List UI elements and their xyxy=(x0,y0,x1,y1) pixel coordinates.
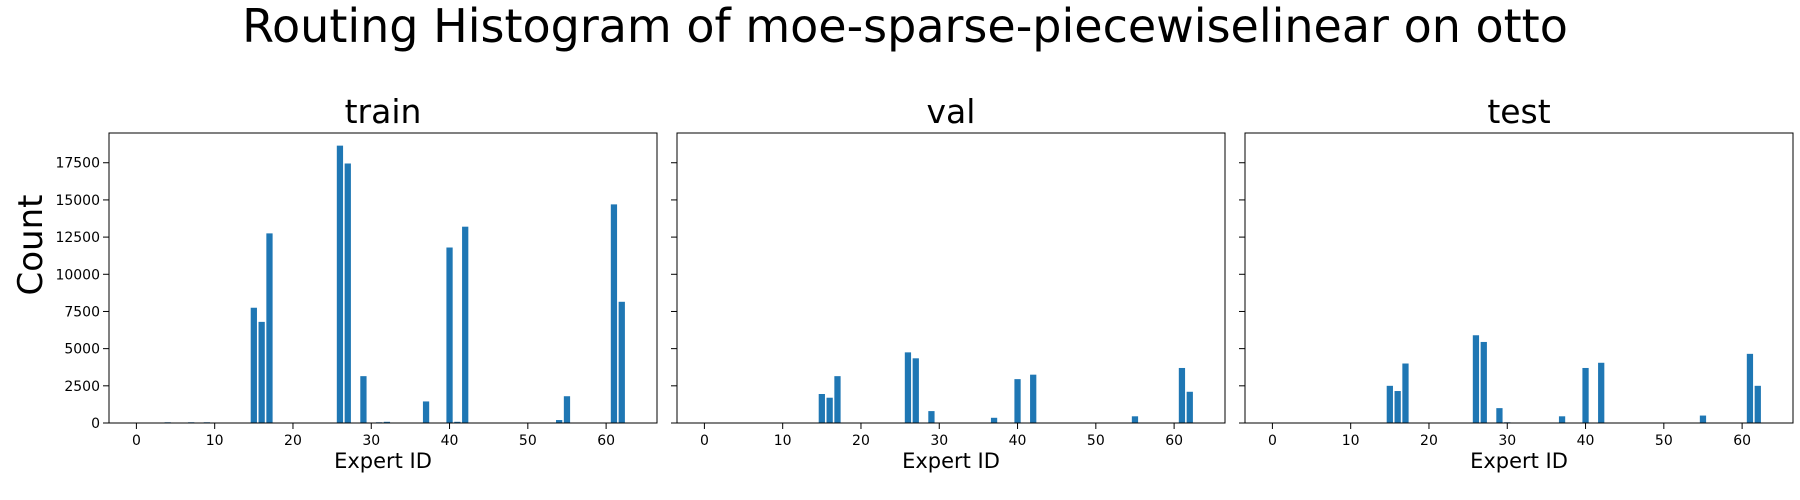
train-bar-expert-29 xyxy=(360,376,367,423)
train-x-tick-label: 50 xyxy=(519,433,537,449)
train-y-tick-label: 5000 xyxy=(64,342,100,358)
val-bar-expert-37 xyxy=(990,417,998,423)
train-bar-expert-54 xyxy=(556,420,563,423)
val-bar-expert-26 xyxy=(904,352,912,423)
train-x-axis-label: Expert ID xyxy=(334,449,432,473)
train-y-tick-label: 0 xyxy=(91,416,100,432)
val-bar-expert-55 xyxy=(1131,416,1139,423)
test-bar-expert-37 xyxy=(1558,416,1566,423)
test-bar-expert-61 xyxy=(1746,353,1754,423)
train-x-tick-label: 10 xyxy=(206,433,224,449)
test-x-tick-label: 0 xyxy=(1268,433,1277,449)
val-x-tick-label: 40 xyxy=(1009,433,1027,449)
val-bar-expert-61 xyxy=(1178,367,1186,423)
test-x-tick-label: 50 xyxy=(1655,433,1673,449)
test-bar-expert-15 xyxy=(1386,385,1393,423)
panel-train: 0 10 20 30 40 50 60 0 2500 5000 7500 10000 12500 1500… xyxy=(55,92,658,473)
val-bar-expert-15 xyxy=(818,394,825,423)
test-bar-expert-26 xyxy=(1472,335,1480,423)
train-bar-expert-42 xyxy=(462,226,469,423)
train-axes-frame xyxy=(108,132,658,424)
val-x-tick-label: 10 xyxy=(774,433,792,449)
val-x-tick-label: 0 xyxy=(700,433,709,449)
train-y-tick-label: 15000 xyxy=(55,193,100,209)
train-bar-expert-40 xyxy=(446,247,453,423)
val-x-tick-label: 20 xyxy=(852,433,870,449)
figure-suptitle: Routing Histogram of moe-sparse-piecewis… xyxy=(242,0,1568,53)
train-bar-expert-37 xyxy=(422,401,430,423)
train-x-tick-label: 20 xyxy=(284,433,302,449)
test-x-tick-label: 40 xyxy=(1577,433,1595,449)
train-y-tick-label: 10000 xyxy=(55,267,100,283)
train-y-tick-label: 2500 xyxy=(64,379,100,395)
train-bar-expert-32 xyxy=(383,421,391,423)
val-bar-expert-40 xyxy=(1014,379,1021,423)
train-bar-expert-62 xyxy=(618,301,625,423)
train-x-tick-label: 40 xyxy=(441,433,459,449)
val-x-tick-label: 60 xyxy=(1165,433,1183,449)
test-panel-title: test xyxy=(1487,92,1550,131)
train-bar-expert-17 xyxy=(266,233,273,423)
train-panel-title: train xyxy=(345,92,422,131)
figure-y-axis-label: Count xyxy=(11,195,51,296)
train-bar-expert-61 xyxy=(610,204,618,423)
val-bar-expert-29 xyxy=(928,411,935,423)
val-bar-expert-42 xyxy=(1030,374,1037,423)
test-x-tick-label: 30 xyxy=(1498,433,1516,449)
train-y-tick-label: 17500 xyxy=(55,156,100,172)
test-bar-expert-27 xyxy=(1480,341,1487,423)
val-x-axis-label: Expert ID xyxy=(902,449,1000,473)
val-x-tick-label: 30 xyxy=(930,433,948,449)
train-bar-expert-16 xyxy=(258,321,265,423)
val-panel-title: val xyxy=(927,92,976,131)
val-bar-expert-62 xyxy=(1186,391,1193,423)
train-x-tick-label: 0 xyxy=(132,433,141,449)
val-x-tick-label: 50 xyxy=(1087,433,1105,449)
test-bar-expert-55 xyxy=(1699,415,1707,423)
train-x-tick-label: 30 xyxy=(362,433,380,449)
train-bar-expert-15 xyxy=(250,307,257,423)
val-bar-expert-16 xyxy=(826,397,833,423)
test-bar-expert-42 xyxy=(1598,362,1605,423)
test-bar-expert-40 xyxy=(1582,367,1589,423)
panel-val: 0 10 20 30 40 50 60 val Expert ID xyxy=(671,92,1226,473)
val-axes-frame xyxy=(676,132,1226,424)
train-bar-expert-26 xyxy=(336,145,344,423)
val-bar-expert-17 xyxy=(834,376,841,423)
test-bar-expert-16 xyxy=(1394,391,1401,423)
test-bar-expert-17 xyxy=(1402,363,1409,423)
val-bar-expert-27 xyxy=(912,358,919,423)
train-y-tick-label: 7500 xyxy=(64,304,100,320)
train-y-tick-label: 12500 xyxy=(55,230,100,246)
train-bar-expert-27 xyxy=(344,163,351,424)
test-bar-expert-62 xyxy=(1754,385,1761,423)
test-x-axis-label: Expert ID xyxy=(1470,449,1568,473)
train-bar-expert-41 xyxy=(454,421,461,423)
train-x-tick-label: 60 xyxy=(597,433,615,449)
test-x-tick-label: 20 xyxy=(1420,433,1438,449)
panel-test: 0 10 20 30 40 50 60 test Expert ID xyxy=(1239,92,1794,473)
train-bar-expert-55 xyxy=(563,396,571,423)
test-bar-expert-29 xyxy=(1496,408,1503,423)
test-axes-frame xyxy=(1244,132,1794,424)
test-x-tick-label: 60 xyxy=(1733,433,1751,449)
test-x-tick-label: 10 xyxy=(1342,433,1360,449)
